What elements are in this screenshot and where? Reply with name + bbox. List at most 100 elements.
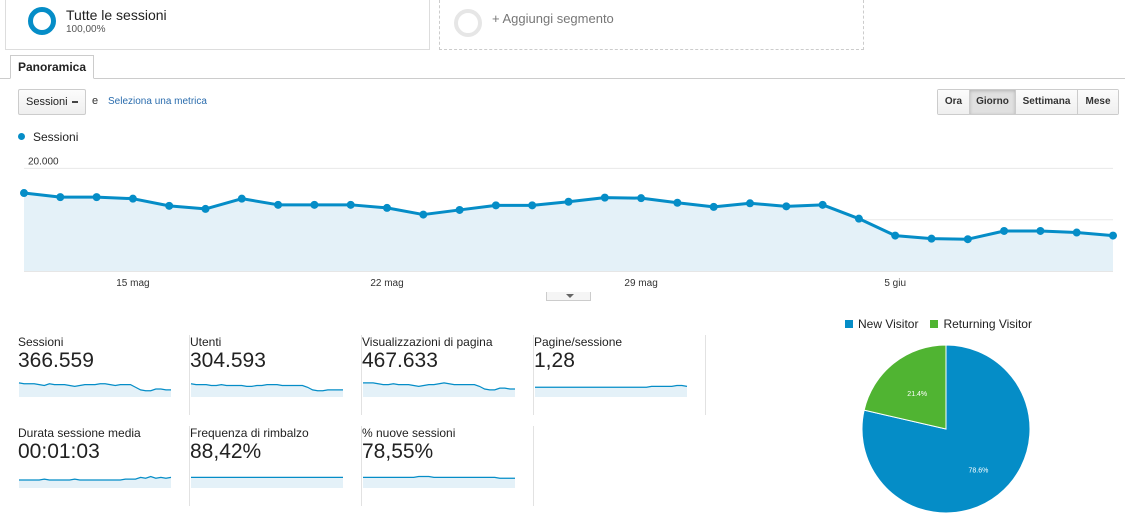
segment-percent: 100,00% [66,24,106,35]
data-point [891,231,900,240]
data-point [201,204,210,213]
metric-card-durata-sessione[interactable]: Durata sessione media 00:01:03 [18,426,190,506]
legend-dot-sessioni [18,133,25,140]
legend-swatch [930,320,939,328]
segment-title: Tutte le sessioni [66,7,167,23]
data-point [383,203,391,212]
metric-value: 88,42% [190,440,262,463]
period-button-mese[interactable]: Mese [1078,90,1118,114]
data-point [746,199,754,208]
x-tick-label: 22 mag [370,278,403,289]
metric-sparkline [191,476,343,488]
metric-card-sessioni[interactable]: Sessioni 366.559 [18,335,190,415]
sparkline-area [535,385,687,397]
data-point [56,193,65,202]
data-point [963,235,972,244]
data-point [128,194,137,203]
sparkline-area [19,476,171,488]
tab-panoramica[interactable]: Panoramica [10,55,94,79]
pie-slice-returning-visitor [863,344,947,430]
metric-card-utenti[interactable]: Utenti 304.593 [190,335,362,415]
add-segment-label: + Aggiungi segmento [492,11,614,26]
pie-legend-item-new[interactable]: New Visitor [845,317,918,331]
data-point [455,205,464,214]
pie-slice-label: 21.4% [907,391,927,398]
segment-card-all-sessions[interactable]: Tutte le sessioni 100,00% [5,0,430,50]
sparkline-area [191,383,343,397]
sparkline-area [363,476,515,488]
data-point [237,194,246,203]
data-point [637,194,646,203]
x-tick-label: 5 giu [884,278,906,289]
data-point [600,193,609,202]
metric-sparkline [19,475,172,488]
sparkline-line [363,382,515,391]
pie-legend-item-returning[interactable]: Returning Visitor [930,317,1032,331]
chart-collapse-toggle[interactable] [546,292,591,301]
add-segment-button[interactable]: + Aggiungi segmento [439,0,864,50]
metric-sparkline [535,384,688,397]
period-toggle-group: Ora Giorno Settimana Mese [937,89,1119,115]
metric-select[interactable]: Sessioni [18,89,86,115]
chevron-down-icon [566,294,574,298]
data-point [1036,226,1045,235]
metric-value: 1,28 [534,349,575,372]
period-button-ora[interactable]: Ora [938,90,970,114]
metric-value: 467.633 [362,349,438,372]
metric-label: Utenti [190,335,222,349]
data-point [673,198,682,207]
data-point [927,234,936,243]
pie-legend: New Visitor Returning Visitor [845,317,1032,331]
data-point [92,193,101,202]
visitor-type-pie-chart: 78.6% 21.4% [861,344,1031,514]
metric-value: 304.593 [190,349,266,372]
sparkline-area [191,477,343,488]
data-point [20,189,28,198]
data-point [310,200,319,209]
select-metric-link[interactable]: Seleziona una metrica [108,96,207,107]
data-point [165,201,174,210]
metric-label: Visualizzazioni di pagina [362,335,493,349]
add-segment-ring-icon [454,9,482,37]
metric-value: 366.559 [18,349,94,372]
metric-label: Sessioni [18,335,64,349]
data-point [782,202,791,211]
period-button-settimana[interactable]: Settimana [1016,90,1078,114]
legend-label-sessioni: Sessioni [33,130,79,144]
metric-card-nuove-sessioni[interactable]: % nuove sessioni 78,55% [362,426,534,506]
data-point [709,202,718,211]
data-point [1072,228,1081,237]
sparkline-line [535,384,688,388]
metric-select-value: Sessioni [26,96,68,108]
metric-value: 78,55% [362,440,434,463]
pie-legend-label: Returning Visitor [943,317,1032,331]
segment-ring-icon [28,7,56,35]
metric-card-pagine-sessione[interactable]: Pagine/sessione 1,28 [534,335,706,415]
sparkline-line [19,475,172,481]
metric-sparkline [190,383,343,397]
metric-label: % nuove sessioni [362,426,456,440]
data-point [528,201,537,210]
metric-sparkline [363,475,515,488]
data-point [818,200,827,209]
metric-sparkline [18,382,171,397]
sparkline-line [363,475,515,479]
sparkline-line [18,382,171,392]
x-tick-label: 15 mag [116,278,149,289]
sparkline-area [363,382,515,397]
metric-value: 00:01:03 [18,440,100,463]
y-tick-label: 20.000 [28,156,59,167]
data-point [274,200,283,209]
metric-card-visualizzazioni[interactable]: Visualizzazioni di pagina 467.633 [362,335,534,415]
metric-card-frequenza-rimbalzo[interactable]: Frequenza di rimbalzo 88,42% [190,426,362,506]
data-point [419,210,428,219]
metric-label: Frequenza di rimbalzo [190,426,309,440]
tab-divider [0,78,1125,79]
dropdown-caret-icon [72,101,78,103]
period-button-giorno[interactable]: Giorno [970,90,1016,114]
data-point [1000,226,1009,235]
data-point [491,201,500,210]
data-point [346,200,355,209]
data-point [1109,231,1117,240]
